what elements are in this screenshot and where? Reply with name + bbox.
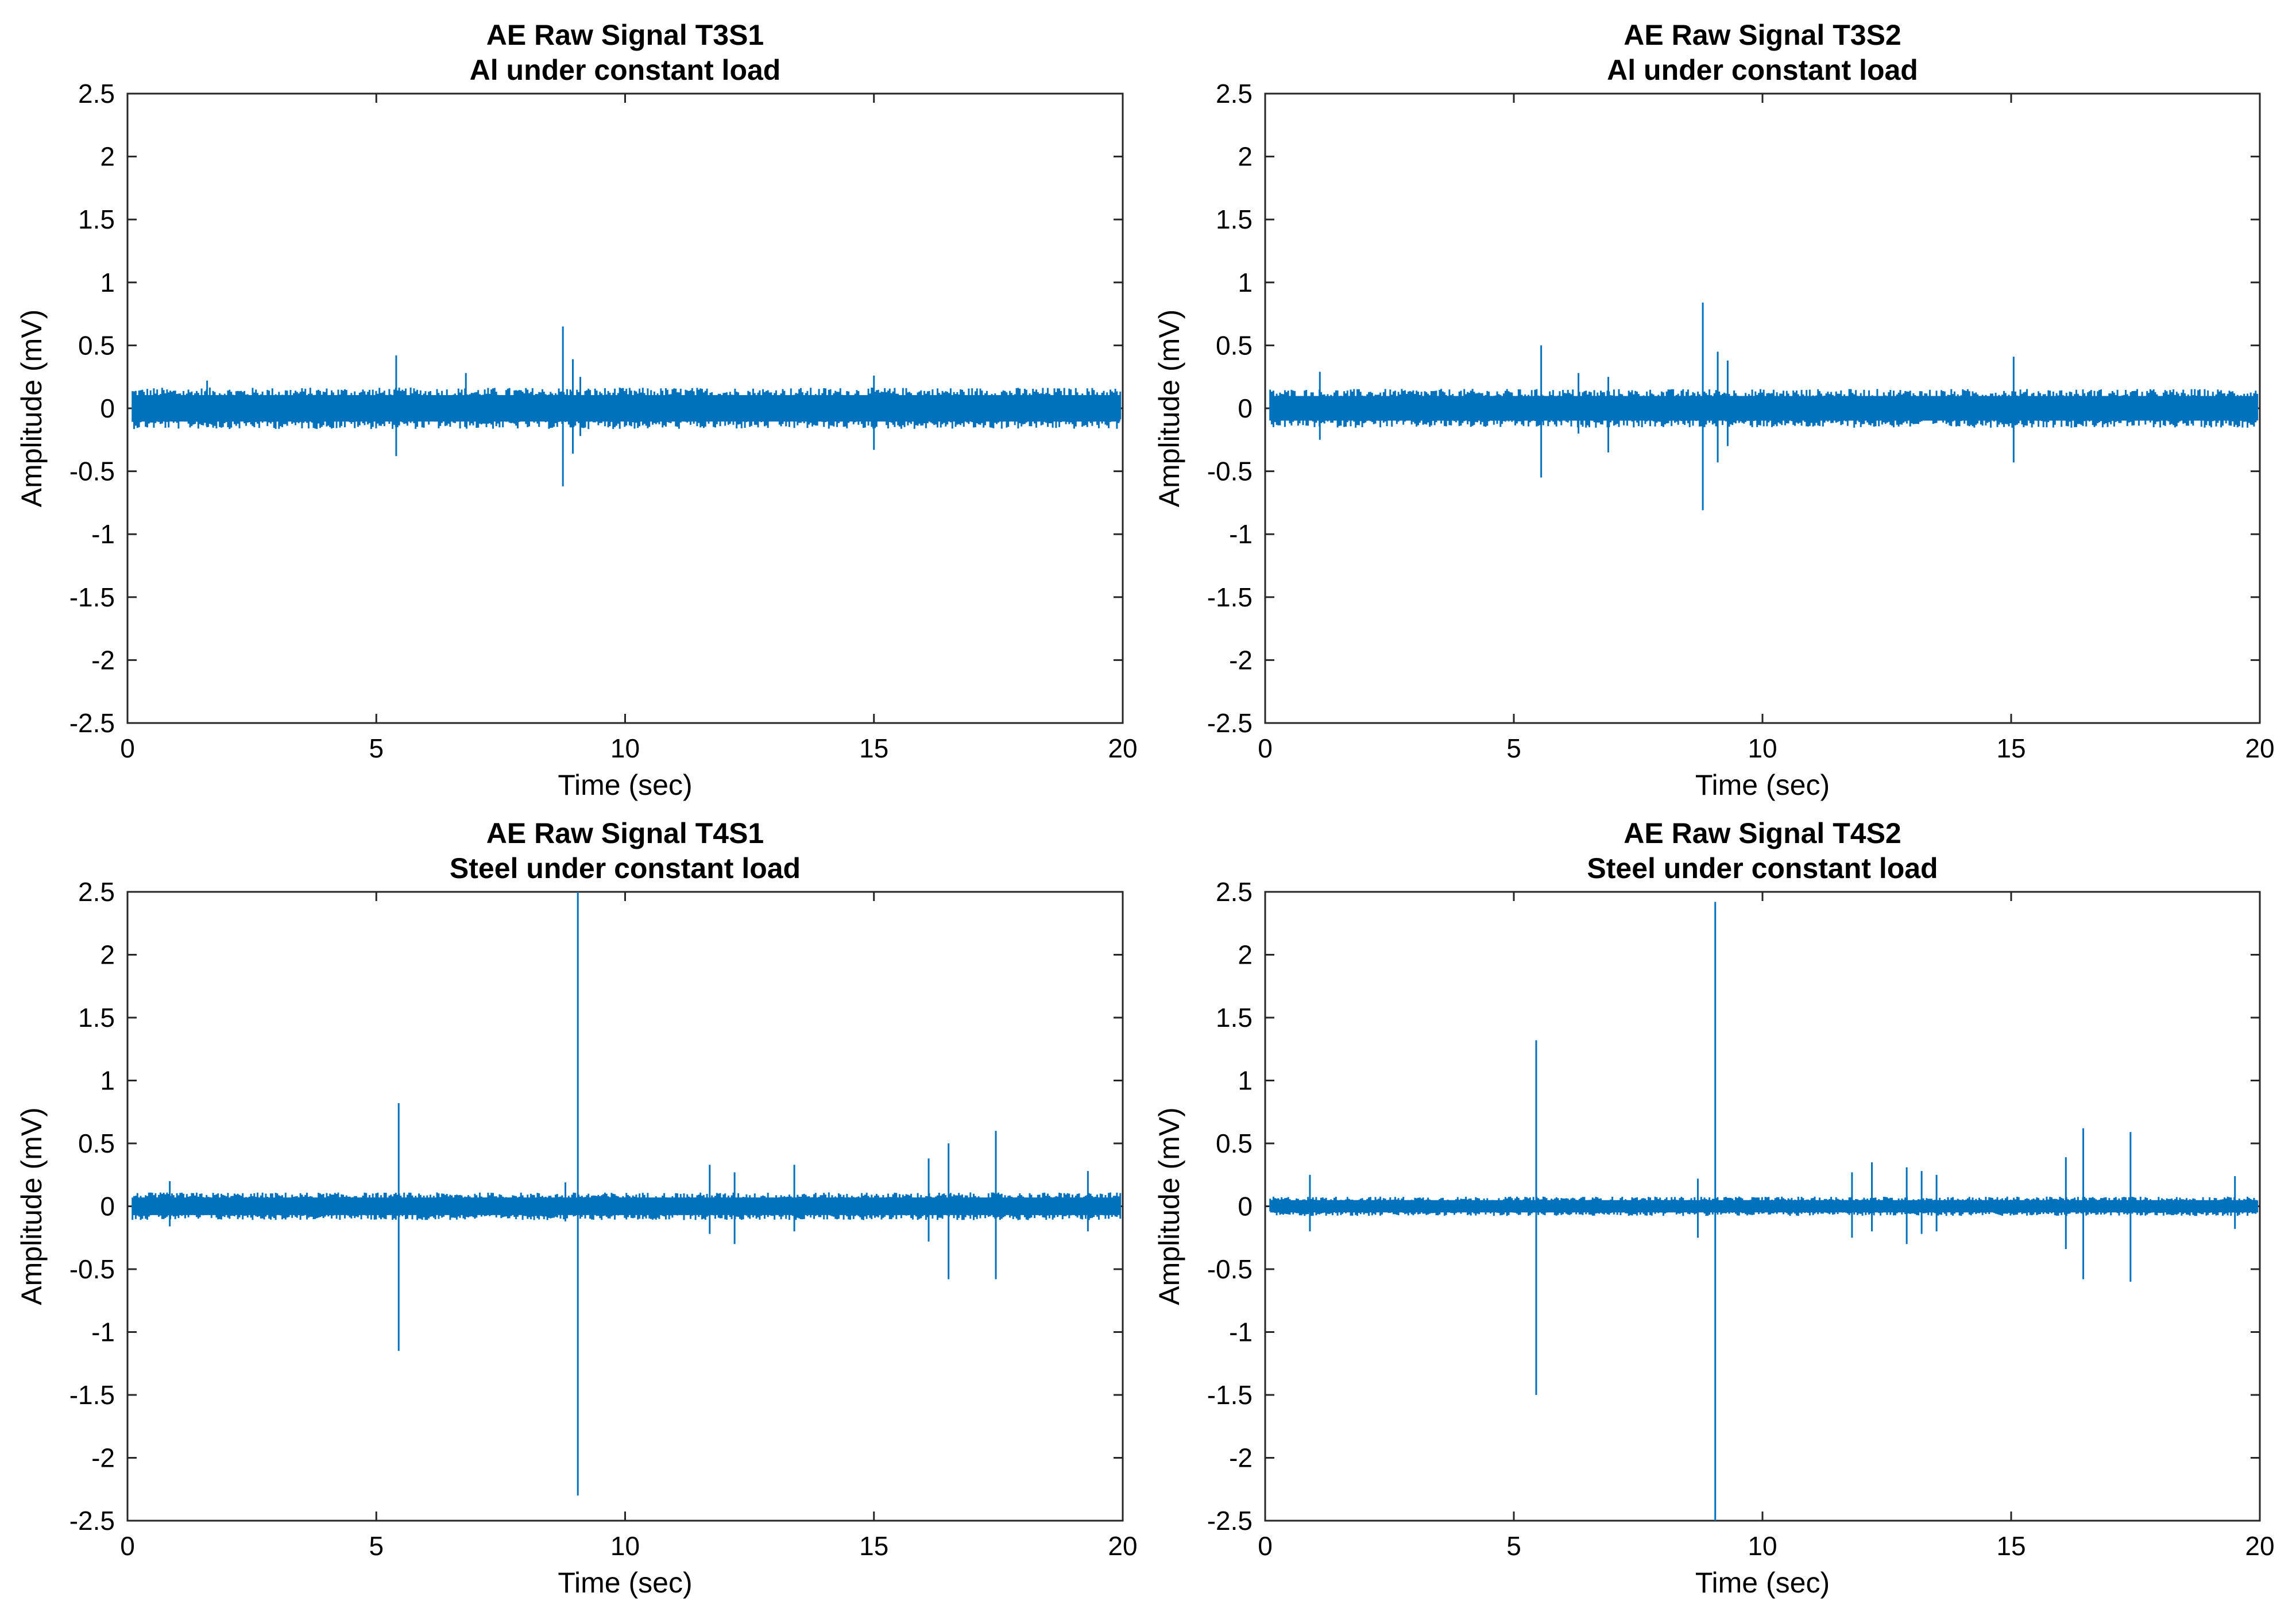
- y-tick-label: -2.5: [1207, 1506, 1253, 1536]
- y-tick-label: -2: [1229, 1443, 1253, 1473]
- y-tick-label: 1: [1238, 268, 1253, 297]
- chart-title: AE Raw Signal T4S1: [486, 817, 764, 849]
- y-axis-label: Amplitude (mV): [16, 1107, 48, 1305]
- x-axis-label: Time (sec): [1695, 1567, 1830, 1599]
- y-tick-label: -0.5: [1207, 457, 1253, 486]
- x-tick-label: 15: [859, 1531, 888, 1561]
- y-tick-label: 1: [1238, 1066, 1253, 1096]
- x-tick-label: 5: [1506, 1531, 1521, 1561]
- x-tick-label: 15: [859, 733, 888, 763]
- chart-title: AE Raw Signal T3S2: [1624, 19, 1901, 51]
- y-tick-label: 2.5: [1216, 877, 1253, 907]
- signal-noise-trace: [1269, 1196, 2259, 1216]
- y-tick-label: 0.5: [1216, 1128, 1253, 1158]
- y-tick-label: 2.5: [1216, 79, 1253, 109]
- y-tick-label: 2: [1238, 940, 1253, 970]
- x-tick-label: 15: [1996, 733, 2026, 763]
- x-tick-label: 5: [369, 733, 384, 763]
- y-tick-label: -2.5: [69, 708, 115, 738]
- x-tick-label: 0: [1258, 733, 1273, 763]
- y-tick-label: -2.5: [1207, 708, 1253, 738]
- chart-title: AE Raw Signal T3S1: [486, 19, 764, 51]
- y-tick-label: -1: [1229, 1317, 1253, 1347]
- x-tick-label: 10: [610, 733, 640, 763]
- x-tick-label: 20: [2245, 1531, 2274, 1561]
- y-tick-label: 1.5: [78, 1003, 115, 1033]
- y-tick-label: 1: [100, 1066, 115, 1096]
- y-tick-label: -2: [91, 1443, 115, 1473]
- y-tick-label: 1.5: [1216, 1003, 1253, 1033]
- x-tick-label: 10: [1748, 1531, 1777, 1561]
- x-tick-label: 5: [1506, 733, 1521, 763]
- y-axis-label: Amplitude (mV): [1153, 1107, 1185, 1305]
- x-tick-label: 0: [1258, 1531, 1273, 1561]
- y-tick-label: -1.5: [69, 582, 115, 612]
- y-tick-label: -1.5: [1207, 582, 1253, 612]
- y-tick-label: -0.5: [1207, 1254, 1253, 1284]
- x-axis-label: Time (sec): [1695, 769, 1830, 801]
- y-tick-label: -2: [91, 645, 115, 675]
- signal-noise-trace: [1269, 389, 2259, 428]
- y-tick-label: 2: [100, 940, 115, 970]
- signal-noise-trace: [132, 1192, 1122, 1220]
- y-tick-label: 0: [1238, 393, 1253, 423]
- x-axis-label: Time (sec): [558, 1567, 692, 1599]
- x-tick-label: 0: [120, 1531, 135, 1561]
- y-tick-label: -1: [1229, 519, 1253, 549]
- y-tick-label: -0.5: [69, 457, 115, 486]
- y-tick-label: -0.5: [69, 1254, 115, 1284]
- y-tick-label: -2.5: [69, 1506, 115, 1536]
- y-tick-label: 2: [100, 142, 115, 172]
- x-tick-label: 0: [120, 733, 135, 763]
- chart-subtitle: Al under constant load: [470, 54, 781, 86]
- x-axis-label: Time (sec): [558, 769, 692, 801]
- x-tick-label: 10: [610, 1531, 640, 1561]
- y-axis-label: Amplitude (mV): [1153, 310, 1185, 508]
- y-tick-label: 0: [100, 1192, 115, 1221]
- y-tick-label: 0.5: [78, 330, 115, 360]
- x-tick-label: 20: [1108, 733, 1137, 763]
- y-tick-label: 0.5: [1216, 330, 1253, 360]
- chart-subtitle: Al under constant load: [1607, 54, 1918, 86]
- x-tick-label: 20: [1108, 1531, 1137, 1561]
- chart-title: AE Raw Signal T4S2: [1624, 817, 1901, 849]
- y-tick-label: -1.5: [69, 1380, 115, 1410]
- y-tick-label: 2.5: [78, 79, 115, 109]
- x-tick-label: 15: [1996, 1531, 2026, 1561]
- y-tick-label: 1.5: [1216, 204, 1253, 234]
- y-tick-label: 0: [1238, 1192, 1253, 1221]
- y-tick-label: -1: [91, 1317, 115, 1347]
- y-tick-label: 1: [100, 268, 115, 297]
- y-tick-label: 0.5: [78, 1128, 115, 1158]
- x-tick-label: 20: [2245, 733, 2274, 763]
- y-axis-label: Amplitude (mV): [16, 310, 48, 508]
- x-tick-label: 10: [1748, 733, 1777, 763]
- y-tick-label: 2: [1238, 142, 1253, 172]
- y-tick-label: 2.5: [78, 877, 115, 907]
- y-tick-label: -1: [91, 519, 115, 549]
- y-tick-label: 0: [100, 393, 115, 423]
- chart-subtitle: Steel under constant load: [450, 852, 801, 884]
- chart-subtitle: Steel under constant load: [1587, 852, 1938, 884]
- y-tick-label: -2: [1229, 645, 1253, 675]
- y-tick-label: -1.5: [1207, 1380, 1253, 1410]
- x-tick-label: 5: [369, 1531, 384, 1561]
- y-tick-label: 1.5: [78, 204, 115, 234]
